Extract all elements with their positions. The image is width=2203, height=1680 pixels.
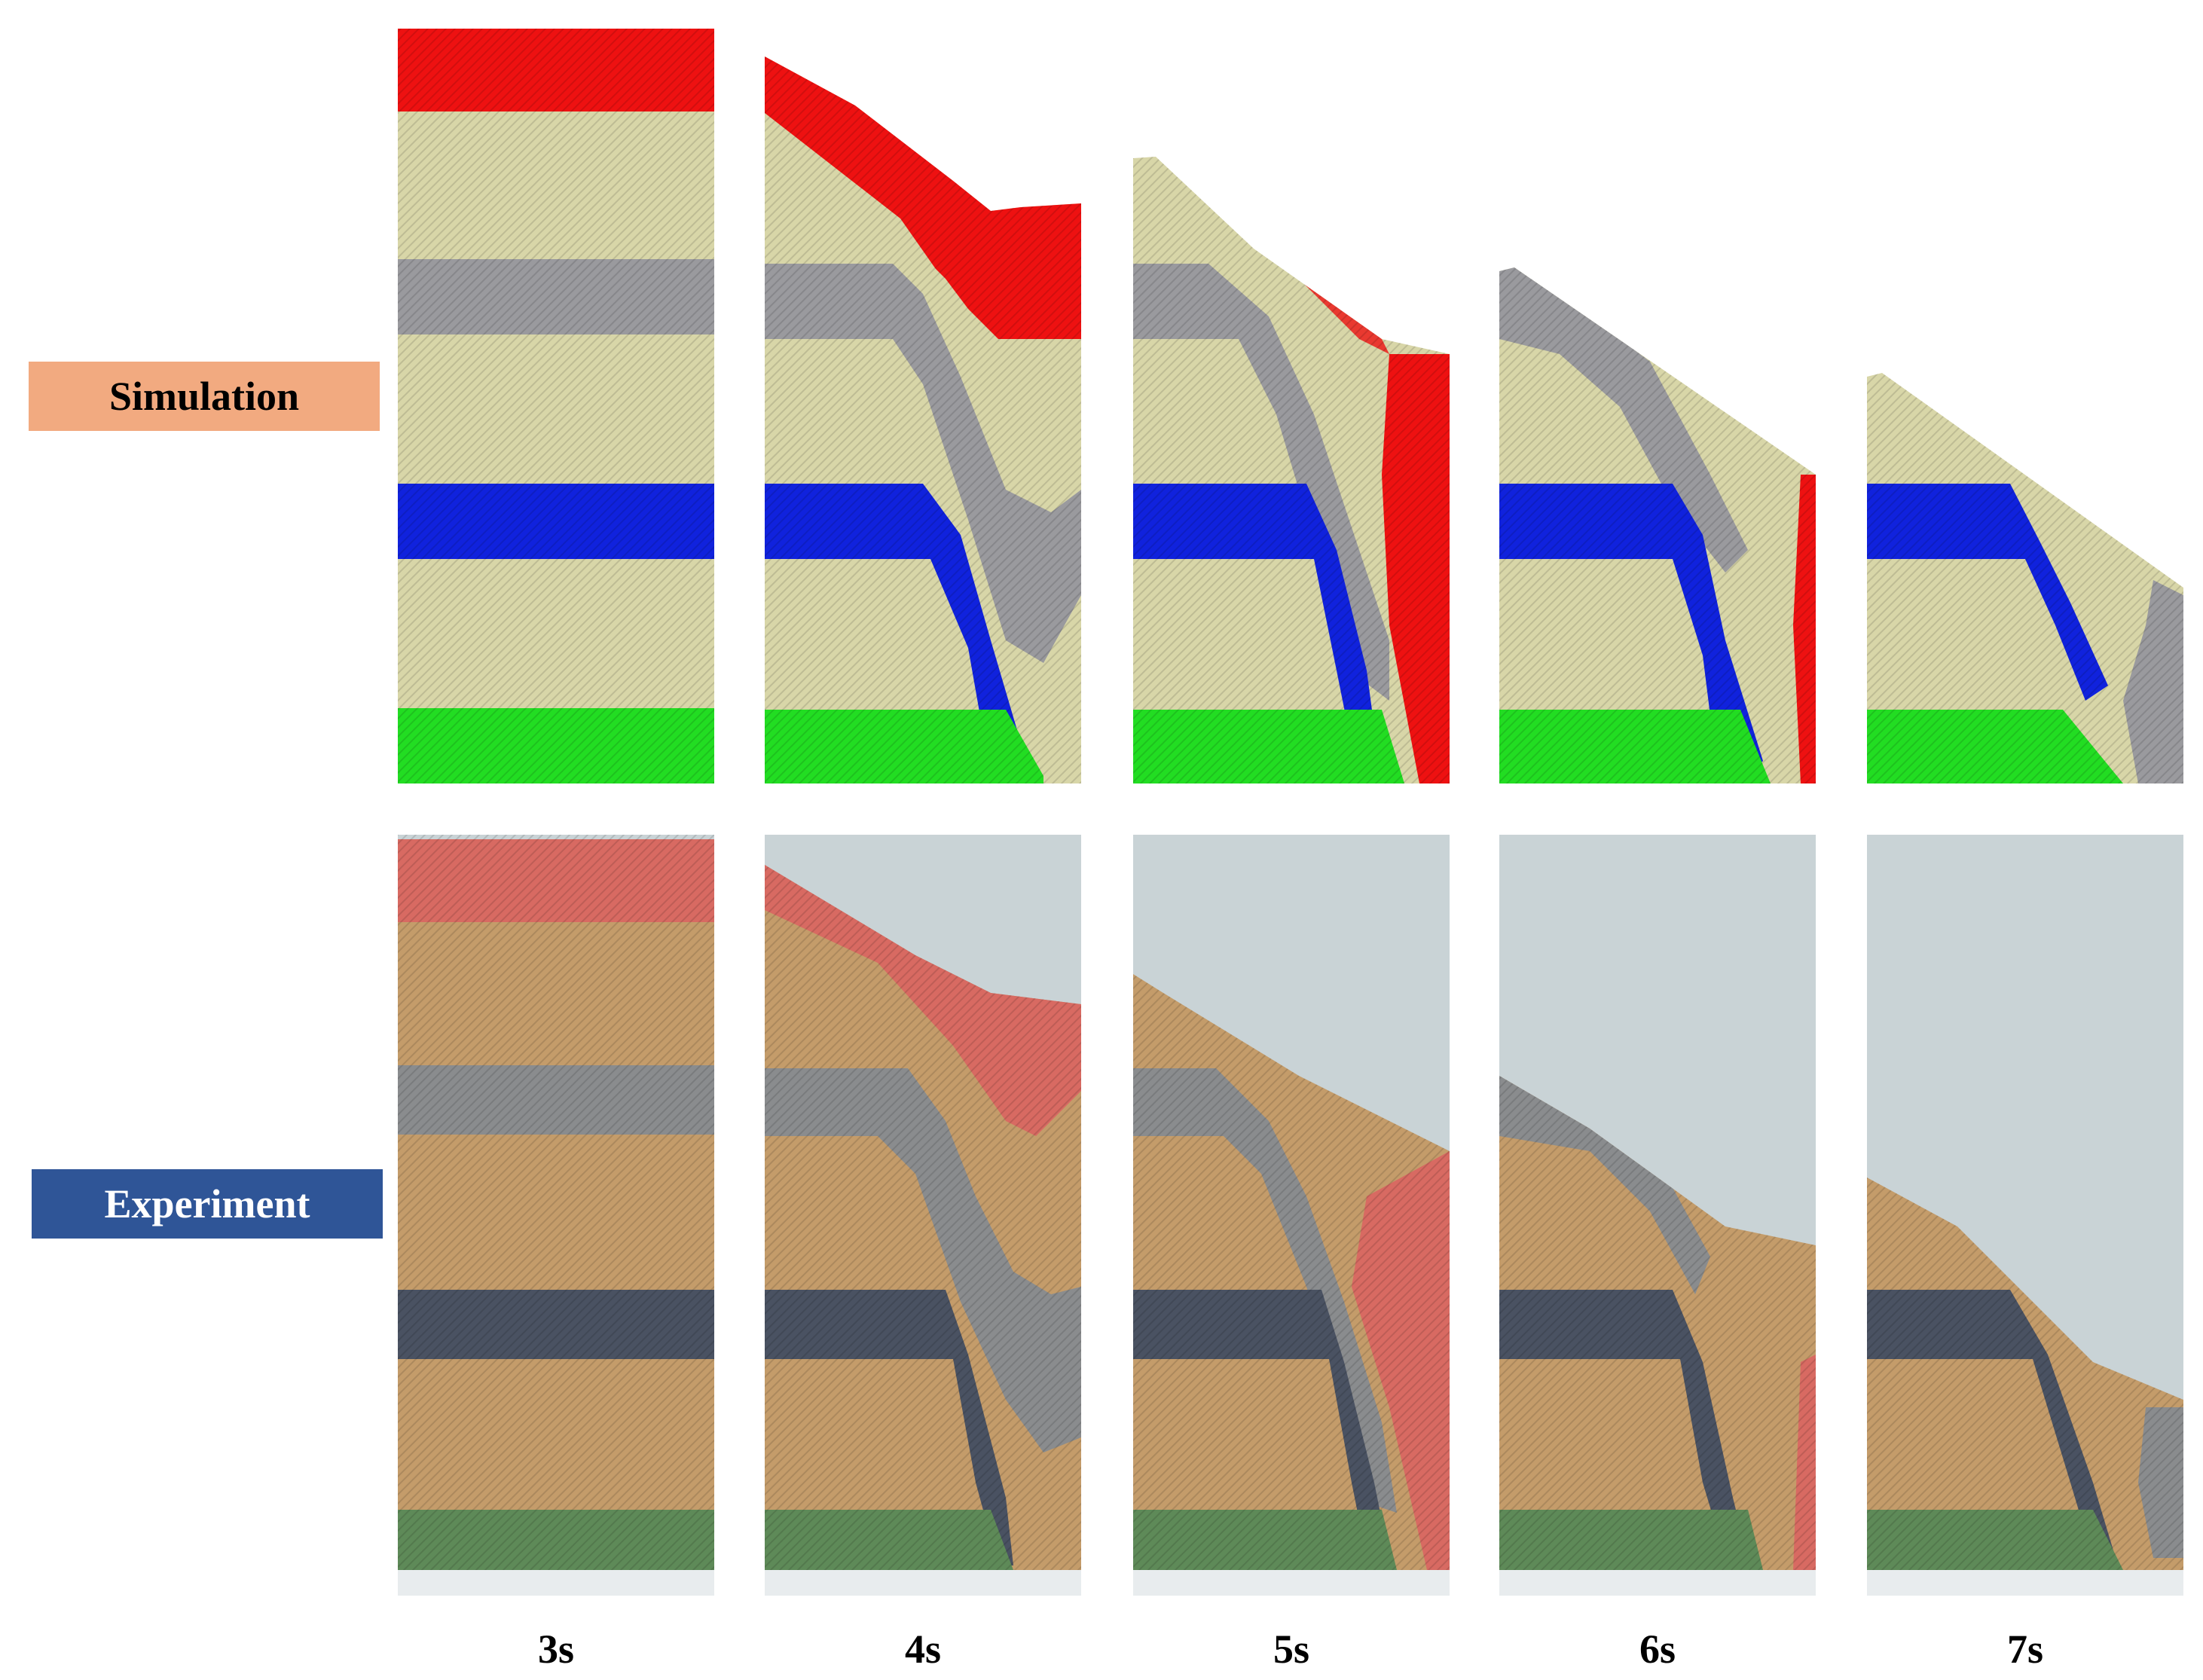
time-label-4s: 4s bbox=[904, 1627, 941, 1672]
experiment-panel-3s bbox=[398, 835, 714, 1596]
time-label-3s: 3s bbox=[537, 1627, 574, 1672]
experiment-panel-4s bbox=[765, 835, 1081, 1596]
simulation-panel-5s bbox=[1133, 157, 1450, 783]
simulation-row-label: Simulation bbox=[29, 362, 380, 431]
experiment-panel-5s bbox=[1133, 835, 1450, 1596]
time-label-7s: 7s bbox=[2006, 1627, 2043, 1672]
simulation-panel-4s bbox=[765, 57, 1081, 783]
experiment-panel-6s bbox=[1499, 835, 1816, 1596]
simulation-panel-3s bbox=[398, 29, 714, 783]
experiment-row-label: Experiment bbox=[32, 1169, 383, 1239]
simulation-panel-6s bbox=[1499, 267, 1816, 783]
time-label-6s: 6s bbox=[1639, 1627, 1676, 1672]
time-label-5s: 5s bbox=[1273, 1627, 1309, 1672]
experiment-panel-7s bbox=[1867, 835, 2183, 1596]
simulation-panel-7s bbox=[1867, 373, 2183, 783]
